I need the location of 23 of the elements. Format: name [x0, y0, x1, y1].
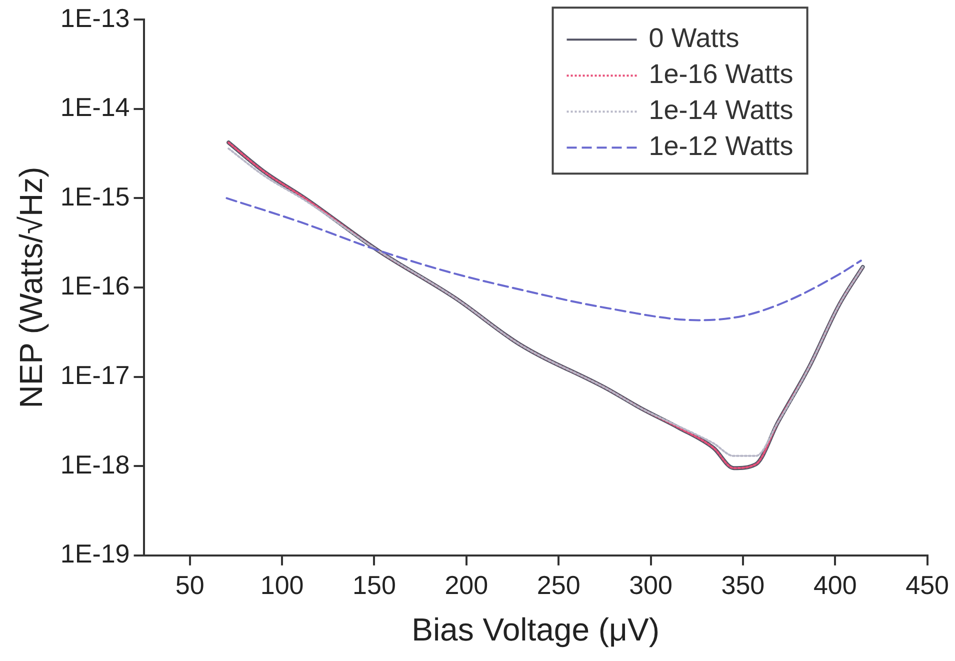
legend-label: 1e-16 Watts: [648, 59, 794, 90]
x-tick-label: 450: [906, 570, 950, 600]
y-tick-label: 1E-16: [60, 270, 130, 301]
y-tick-label: 1E-19: [60, 538, 130, 569]
y-tick-label: 1E-14: [60, 92, 130, 122]
line-series: [226, 197, 862, 322]
x-tick-label: 100: [260, 570, 304, 600]
y-tick-label: 1E-17: [60, 360, 130, 390]
x-tick-label: 400: [813, 570, 857, 600]
x-tick-label: 350: [721, 570, 765, 600]
x-tick-label: 300: [629, 570, 672, 600]
x-tick-label: 200: [444, 570, 488, 600]
y-axis-title: NEP (Watts/√Hz): [13, 166, 50, 408]
x-tick-label: 250: [536, 570, 580, 600]
x-tick-label: 50: [175, 570, 204, 600]
legend-label: 0 Watts: [648, 23, 740, 54]
x-tick-label: 150: [352, 570, 396, 600]
legend-label: 1e-14 Watts: [648, 95, 794, 126]
y-tick-label: 1E-15: [60, 181, 130, 212]
y-tick-label: 1E-18: [60, 449, 130, 480]
x-axis-title: Bias Voltage (μV): [412, 612, 660, 648]
legend-label: 1e-12 Watts: [648, 131, 794, 162]
y-tick-label: 1E-13: [60, 2, 130, 33]
